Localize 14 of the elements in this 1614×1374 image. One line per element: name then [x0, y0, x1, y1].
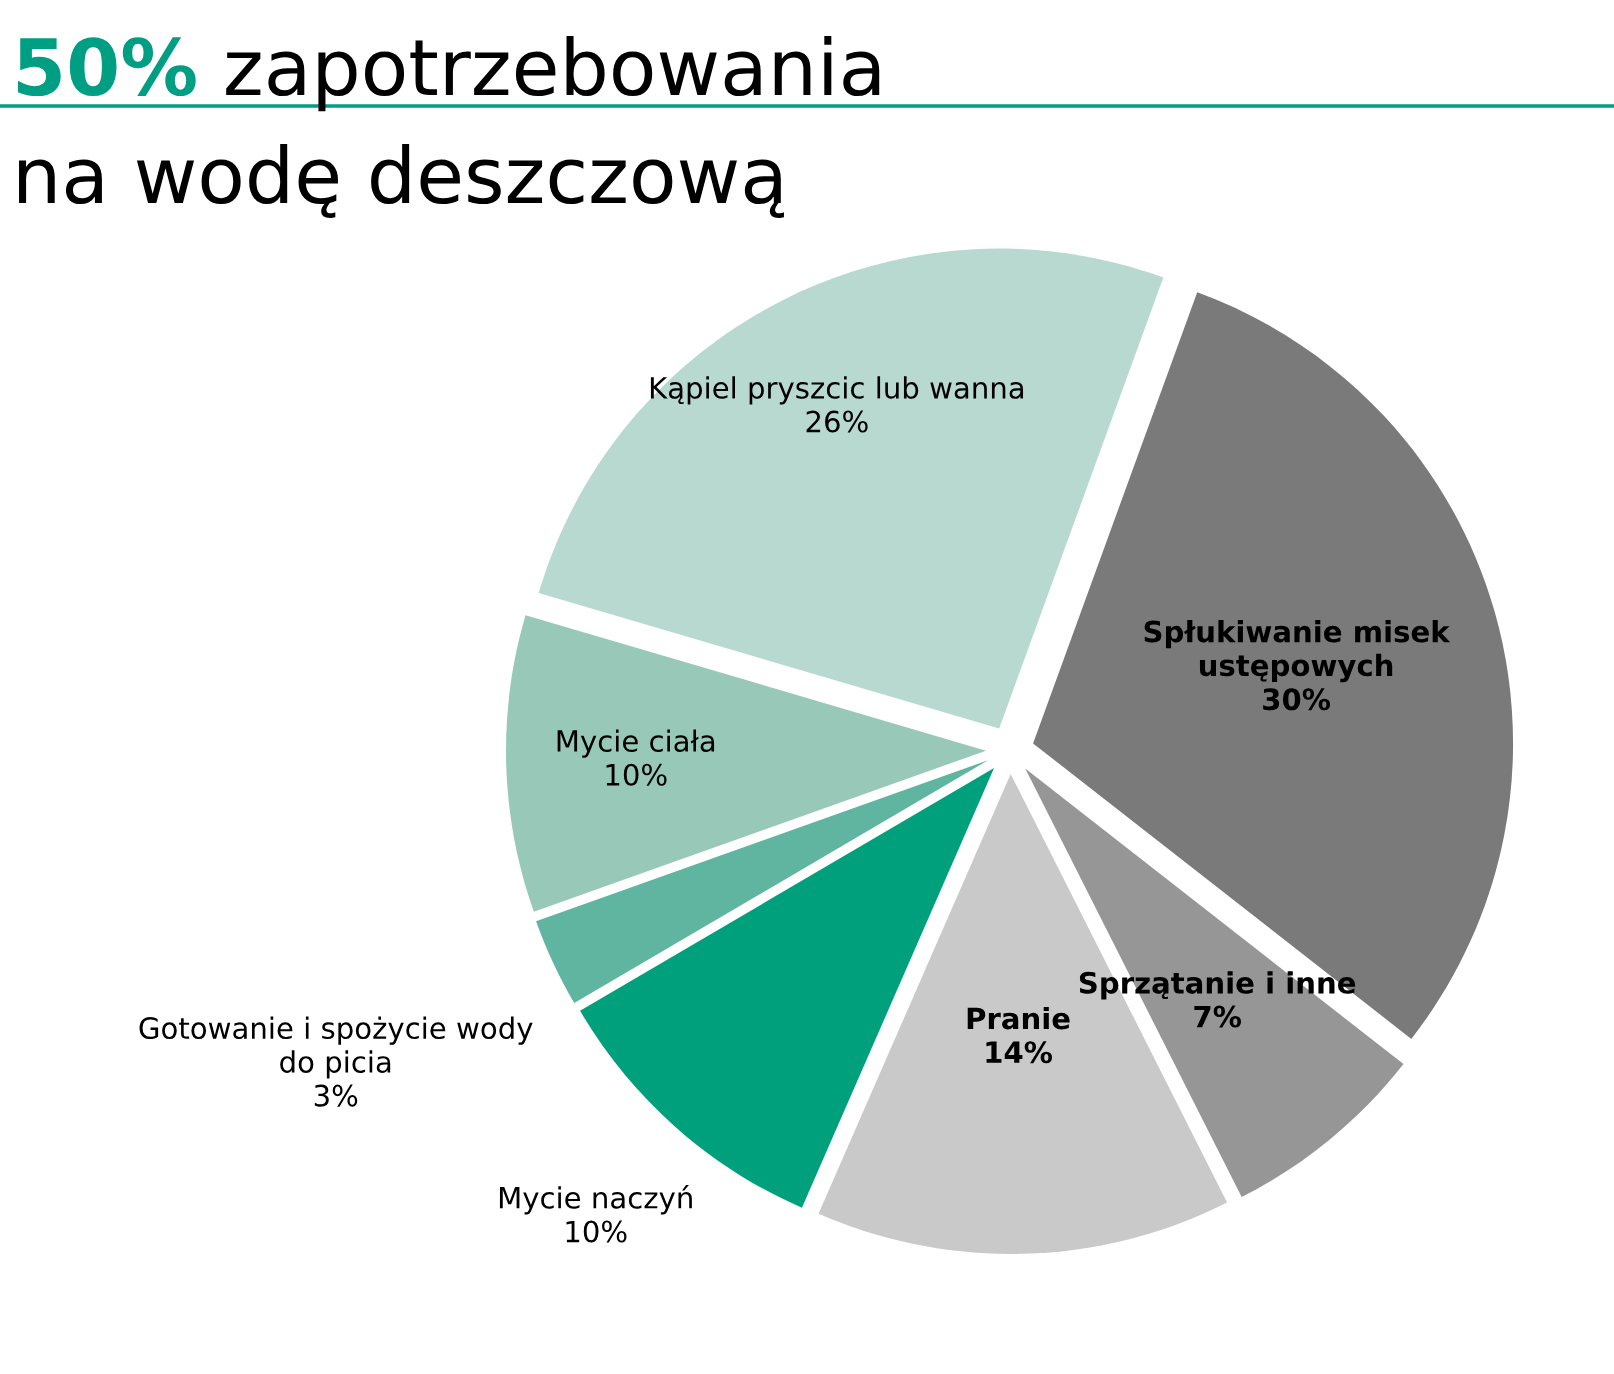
slice-label: Mycie ciała [557, 729, 715, 758]
slice-label: Spłukiwanie misek ustępowych [1144, 619, 1451, 683]
data-label: 3% [314, 1084, 358, 1107]
data-label: 14% [986, 1041, 1053, 1064]
data-label: 10% [606, 763, 667, 786]
data-label: 30% [1263, 688, 1331, 711]
slice-label: Kąpiel pryszcic lub wanna [650, 376, 1024, 405]
chart-title: 50% zapotrzebowania na wodę deszczową [18, 35, 880, 218]
slice-label: Pranie [967, 1006, 1070, 1030]
data-label: 26% [806, 410, 868, 433]
data-label: 7% [1194, 1005, 1242, 1028]
slice-label: Gotowanie i spożycie wody do picia [139, 1016, 533, 1079]
data-label: 10% [566, 1220, 627, 1243]
slice-label: Mycie naczyń [499, 1185, 692, 1215]
